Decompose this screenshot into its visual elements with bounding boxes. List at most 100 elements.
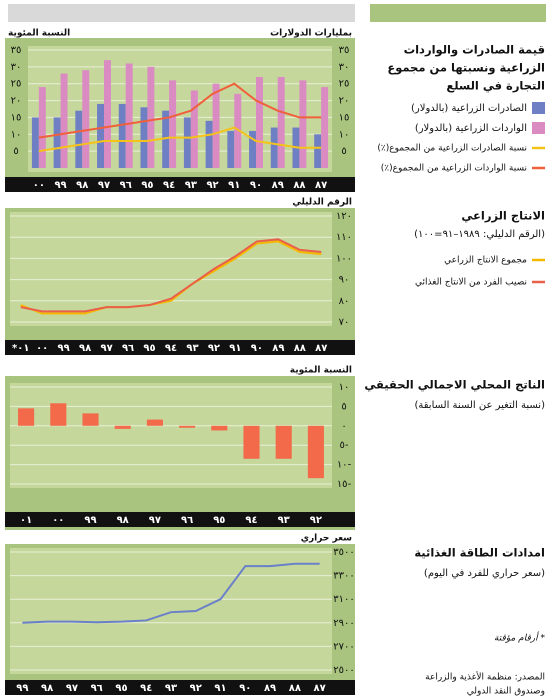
bar — [212, 83, 220, 168]
y-tick-label: ٠ — [341, 421, 346, 432]
bar — [118, 103, 126, 168]
source: المصدر: منظمة الأغذية والزراعة — [425, 671, 545, 683]
x-tick-label: ٩٤ — [163, 180, 175, 191]
y-tick-label: ٨٠ — [339, 296, 350, 307]
x-tick-label: ٩٣ — [185, 180, 197, 191]
line — [38, 82, 322, 139]
bar — [234, 93, 242, 168]
bar — [82, 413, 99, 426]
plot-area — [10, 212, 332, 326]
x-tick-label: ٩٢ — [190, 683, 202, 694]
y-axis-label: سعر حراري — [301, 534, 352, 544]
x-tick-label: ٩٩ — [58, 343, 70, 354]
y-tick-label: ١٠- — [337, 460, 352, 471]
y-tick-label: ١٠ — [339, 129, 350, 140]
source: وصندوق النقد الدولي — [467, 687, 545, 697]
legend-label: نسبة الصادرات الزراعية من المجموع(٪) — [377, 144, 527, 154]
bar — [97, 103, 104, 168]
bar — [38, 87, 46, 168]
chart-title: امدادات الطاقة الغذائية — [414, 546, 545, 560]
x-tick-label: ٩٦ — [181, 515, 193, 526]
x-tick-label: ٩١ — [229, 343, 241, 354]
y2-tick-label: ٣٥ — [11, 45, 22, 56]
y2-axis-label: النسبة المئوية — [8, 29, 70, 39]
top-strip — [8, 4, 355, 22]
y-tick-label: ١٥ — [339, 112, 350, 123]
bar — [183, 117, 191, 168]
y-axis-label: النسبة المئوية — [290, 366, 352, 376]
plot-area — [28, 46, 332, 172]
y2-tick-label: ٢٥ — [11, 79, 22, 90]
legend-label: نصيب الفرد من الانتاج الغذائي — [415, 278, 527, 288]
y-tick-label: ١٥- — [337, 479, 352, 490]
bar — [114, 425, 131, 429]
x-tick-label: ٩٨ — [41, 683, 53, 694]
y2-tick-label: ٣٠ — [11, 62, 22, 73]
bar — [256, 76, 263, 168]
x-tick-label: ٩٣ — [165, 683, 177, 694]
x-strip — [5, 177, 355, 192]
y-tick-label: ١٠ — [339, 382, 350, 393]
y2-tick-label: ١٥ — [11, 112, 22, 123]
legend-label: الصادرات الزراعية (بالدولار) — [411, 103, 527, 114]
x-tick-label: ٨٧ — [315, 343, 327, 354]
x-tick-label: ٩٢ — [310, 515, 322, 526]
y-tick-label: ١٢٠ — [336, 211, 352, 222]
y-tick-label: ١١٠ — [336, 232, 352, 243]
x-tick-label: ٩٠ — [239, 683, 251, 694]
line — [22, 562, 320, 624]
x-tick-label: ٩٠ — [251, 343, 263, 354]
y-tick-label: ٢٩٠٠ — [333, 618, 354, 629]
bar — [75, 110, 83, 168]
legend-swatch — [532, 102, 545, 114]
y-tick-label: ٢٧٠٠ — [333, 641, 354, 652]
bar — [82, 70, 90, 168]
x-tick-label: ٩٤ — [165, 343, 177, 354]
bar — [60, 73, 68, 168]
y2-tick-label: ٢٠ — [11, 96, 22, 107]
bar — [211, 425, 228, 431]
x-tick-label: ٩٧ — [98, 180, 110, 191]
y-tick-label: ٣٥ — [339, 45, 350, 56]
x-tick-label: ٩٩ — [84, 515, 96, 526]
chart-subtitle: (الرقم الدليلي: ١٩٨٩–٩١=١٠٠) — [414, 229, 545, 240]
chart-title: التجارة في السلع — [446, 79, 545, 93]
x-tick-label: ٩٧ — [149, 515, 161, 526]
line — [38, 126, 322, 153]
bar — [190, 90, 198, 168]
bar — [169, 80, 177, 168]
x-tick-label: ٩٨ — [117, 515, 129, 526]
x-tick-label: ٩٩ — [16, 683, 28, 694]
bar — [243, 425, 260, 459]
x-tick-label: ٩٢ — [206, 180, 218, 191]
y-tick-label: ٥ — [341, 401, 346, 412]
chart-subtitle: (سعر حراري للفرد في اليوم) — [424, 568, 545, 579]
x-tick-label: ٩٨ — [76, 180, 88, 191]
bar — [299, 80, 307, 168]
x-tick-label: ٩٤ — [140, 683, 152, 694]
y2-tick-label: ١٠ — [11, 129, 22, 140]
bar — [31, 117, 39, 168]
chart-subtitle: (نسبة التغير عن السنة السابقة) — [414, 400, 545, 411]
chart-title: قيمة الصادرات والواردات — [404, 43, 545, 58]
bar — [270, 127, 278, 168]
bar — [50, 403, 67, 426]
x-tick-label: ٨٩ — [264, 683, 276, 694]
y-tick-label: ٢٥٠٠ — [333, 665, 354, 676]
bar — [227, 130, 235, 168]
x-tick-label: ٩٥ — [141, 180, 153, 191]
x-tick-label: ٩٧ — [66, 683, 78, 694]
x-tick-label: ٩٨ — [79, 343, 91, 354]
legend-swatch — [532, 122, 545, 134]
footnote: * أرقام مؤقتة — [494, 632, 545, 644]
y-tick-label: ٣٥٠٠ — [333, 547, 354, 558]
chart-title: الناتج المحلي الاجمالي الحقيقي — [364, 378, 545, 392]
x-tick-label: ٩١ — [214, 683, 226, 694]
x-tick-label: ٠١ — [20, 515, 32, 526]
x-tick-label: ٩٧ — [100, 343, 112, 354]
x-tick-label: ٩٥ — [213, 515, 225, 526]
bar — [321, 87, 329, 168]
x-tick-label: ٠٠ — [33, 180, 45, 191]
bar — [162, 110, 170, 168]
